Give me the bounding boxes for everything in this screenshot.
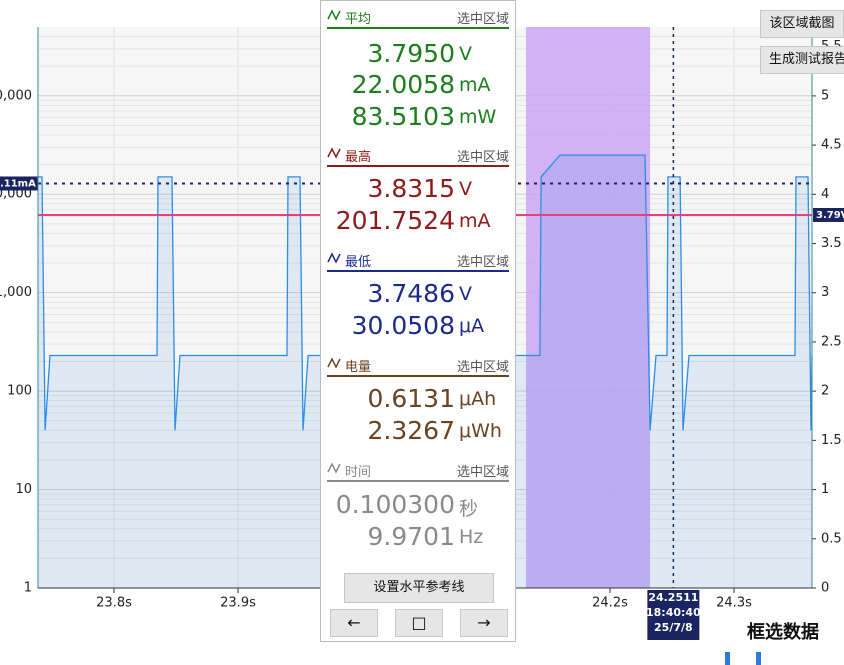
stat-value: 0.100300 [335,490,455,519]
section-title: 电量 [345,360,372,375]
decoration [725,652,761,665]
section-icon [327,9,341,21]
stat-row: 3.8315 V [321,174,517,204]
stats-panel: 平均 选中区域 3.7950 V 22.0058 mA 83.5103 mW 最高 选中区域 3.8… [320,0,516,642]
cursor-label: 18:40:40 [646,606,701,619]
section-header: 最高 选中区域 [327,143,509,167]
stat-row: 22.0058 mA [321,70,517,100]
stat-unit: V [459,283,472,305]
stat-row: 0.6131 μAh [321,384,517,414]
stat-value: 83.5103 [351,102,455,131]
stat-value: 3.7486 [367,279,455,308]
y-tick-label: 10 [15,482,32,497]
y2-tick-label: 0 [821,581,829,596]
screenshot-button[interactable]: 该区域截图 [760,10,844,38]
selection [526,27,651,588]
stat-value: 2.3267 [367,416,455,445]
cursor-label: 24.2511 [648,591,698,604]
section-icon [327,252,341,264]
stat-value: 9.9701 [367,522,455,551]
stat-row: 2.3267 μWh [321,416,517,446]
y2-tick-label: 0.5 [821,531,842,546]
stat-value: 22.0058 [351,70,455,99]
y2-tick-label: 3 [821,285,829,300]
section-scope: 选中区域 [456,255,509,270]
section-header: 时间 选中区域 [327,458,509,482]
stat-unit: μWh [459,420,502,442]
stat-unit: V [459,178,472,200]
section-scope: 选中区域 [456,465,509,480]
reference-label-box [813,207,844,222]
section-title: 时间 [345,465,372,480]
stat-unit: mA [459,74,491,96]
report-button[interactable]: 生成测试报告 [760,46,844,74]
stat-row: 0.100300 秒 [321,490,517,520]
section-scope: 选中区域 [456,360,509,375]
stat-value: 3.8315 [367,174,455,203]
y2-tick-label: 5 [821,88,829,103]
stat-unit: 秒 [459,498,479,520]
stat-value: 30.0508 [351,311,455,340]
reference-label: 4.11mA [0,178,36,189]
y2-tick-label: 3.5 [821,236,842,251]
section-header: 电量 选中区域 [327,353,509,377]
stat-row: 201.7524 mA [321,206,517,236]
nav-button[interactable]: □ [395,609,443,637]
section-title: 最低 [345,255,372,270]
section-header: 平均 选中区域 [327,5,509,29]
x-tick-label: 24.2s [592,596,628,611]
section-icon [327,357,341,369]
y-tick-label: 100,000 [0,88,32,103]
nav-button[interactable]: → [460,609,508,637]
stat-unit: mA [459,210,491,232]
x-tick-label: 24.3s [716,596,752,611]
stat-row: 83.5103 mW [321,102,517,132]
stat-value: 3.7950 [367,39,455,68]
stat-unit: μA [459,315,485,337]
section-scope: 选中区域 [456,12,509,27]
ref-line-button[interactable]: 设置水平参考线 [344,573,494,603]
y-tick-label: 10,000 [0,187,32,202]
x-tick-label: 23.9s [220,596,256,611]
section-title: 平均 [345,12,372,27]
y2-tick-label: 4.5 [821,138,842,153]
cursor-label-box [647,590,700,640]
stat-row: 3.7486 V [321,279,517,309]
y-tick-label: 1 [24,581,32,596]
y2-tick-label: 1 [821,482,829,497]
nav-button[interactable]: ← [330,609,378,637]
select-data-label[interactable]: 框选数据 [747,622,819,643]
y2-tick-label: 4 [821,187,829,202]
y2-tick-label: 1.5 [821,433,842,448]
section-scope: 选中区域 [456,150,509,165]
stat-value: 201.7524 [335,206,455,235]
section-header: 最低 选中区域 [327,248,509,272]
stat-row: 30.0508 μA [321,311,517,341]
cursor-label: 25/7/8 [654,621,693,634]
y-tick-label: 1,000 [0,285,32,300]
reference-label: 3.79V [816,210,844,221]
x-tick-label: 23.8s [96,596,132,611]
stat-unit: μAh [459,388,497,410]
y2-tick-label: 2.5 [821,334,842,349]
stat-row: 3.7950 V [321,39,517,69]
section-icon [327,147,341,159]
y2-tick-label: 2 [821,384,829,399]
reference-label-box [0,176,38,191]
y-tick-label: 100 [7,384,32,399]
section-title: 最高 [345,150,372,165]
stat-value: 0.6131 [367,384,455,413]
stat-unit: Hz [459,526,484,548]
stat-unit: V [459,43,472,65]
stat-row: 9.9701 Hz [321,522,517,552]
section-icon [327,462,341,474]
stat-unit: mW [459,106,497,128]
